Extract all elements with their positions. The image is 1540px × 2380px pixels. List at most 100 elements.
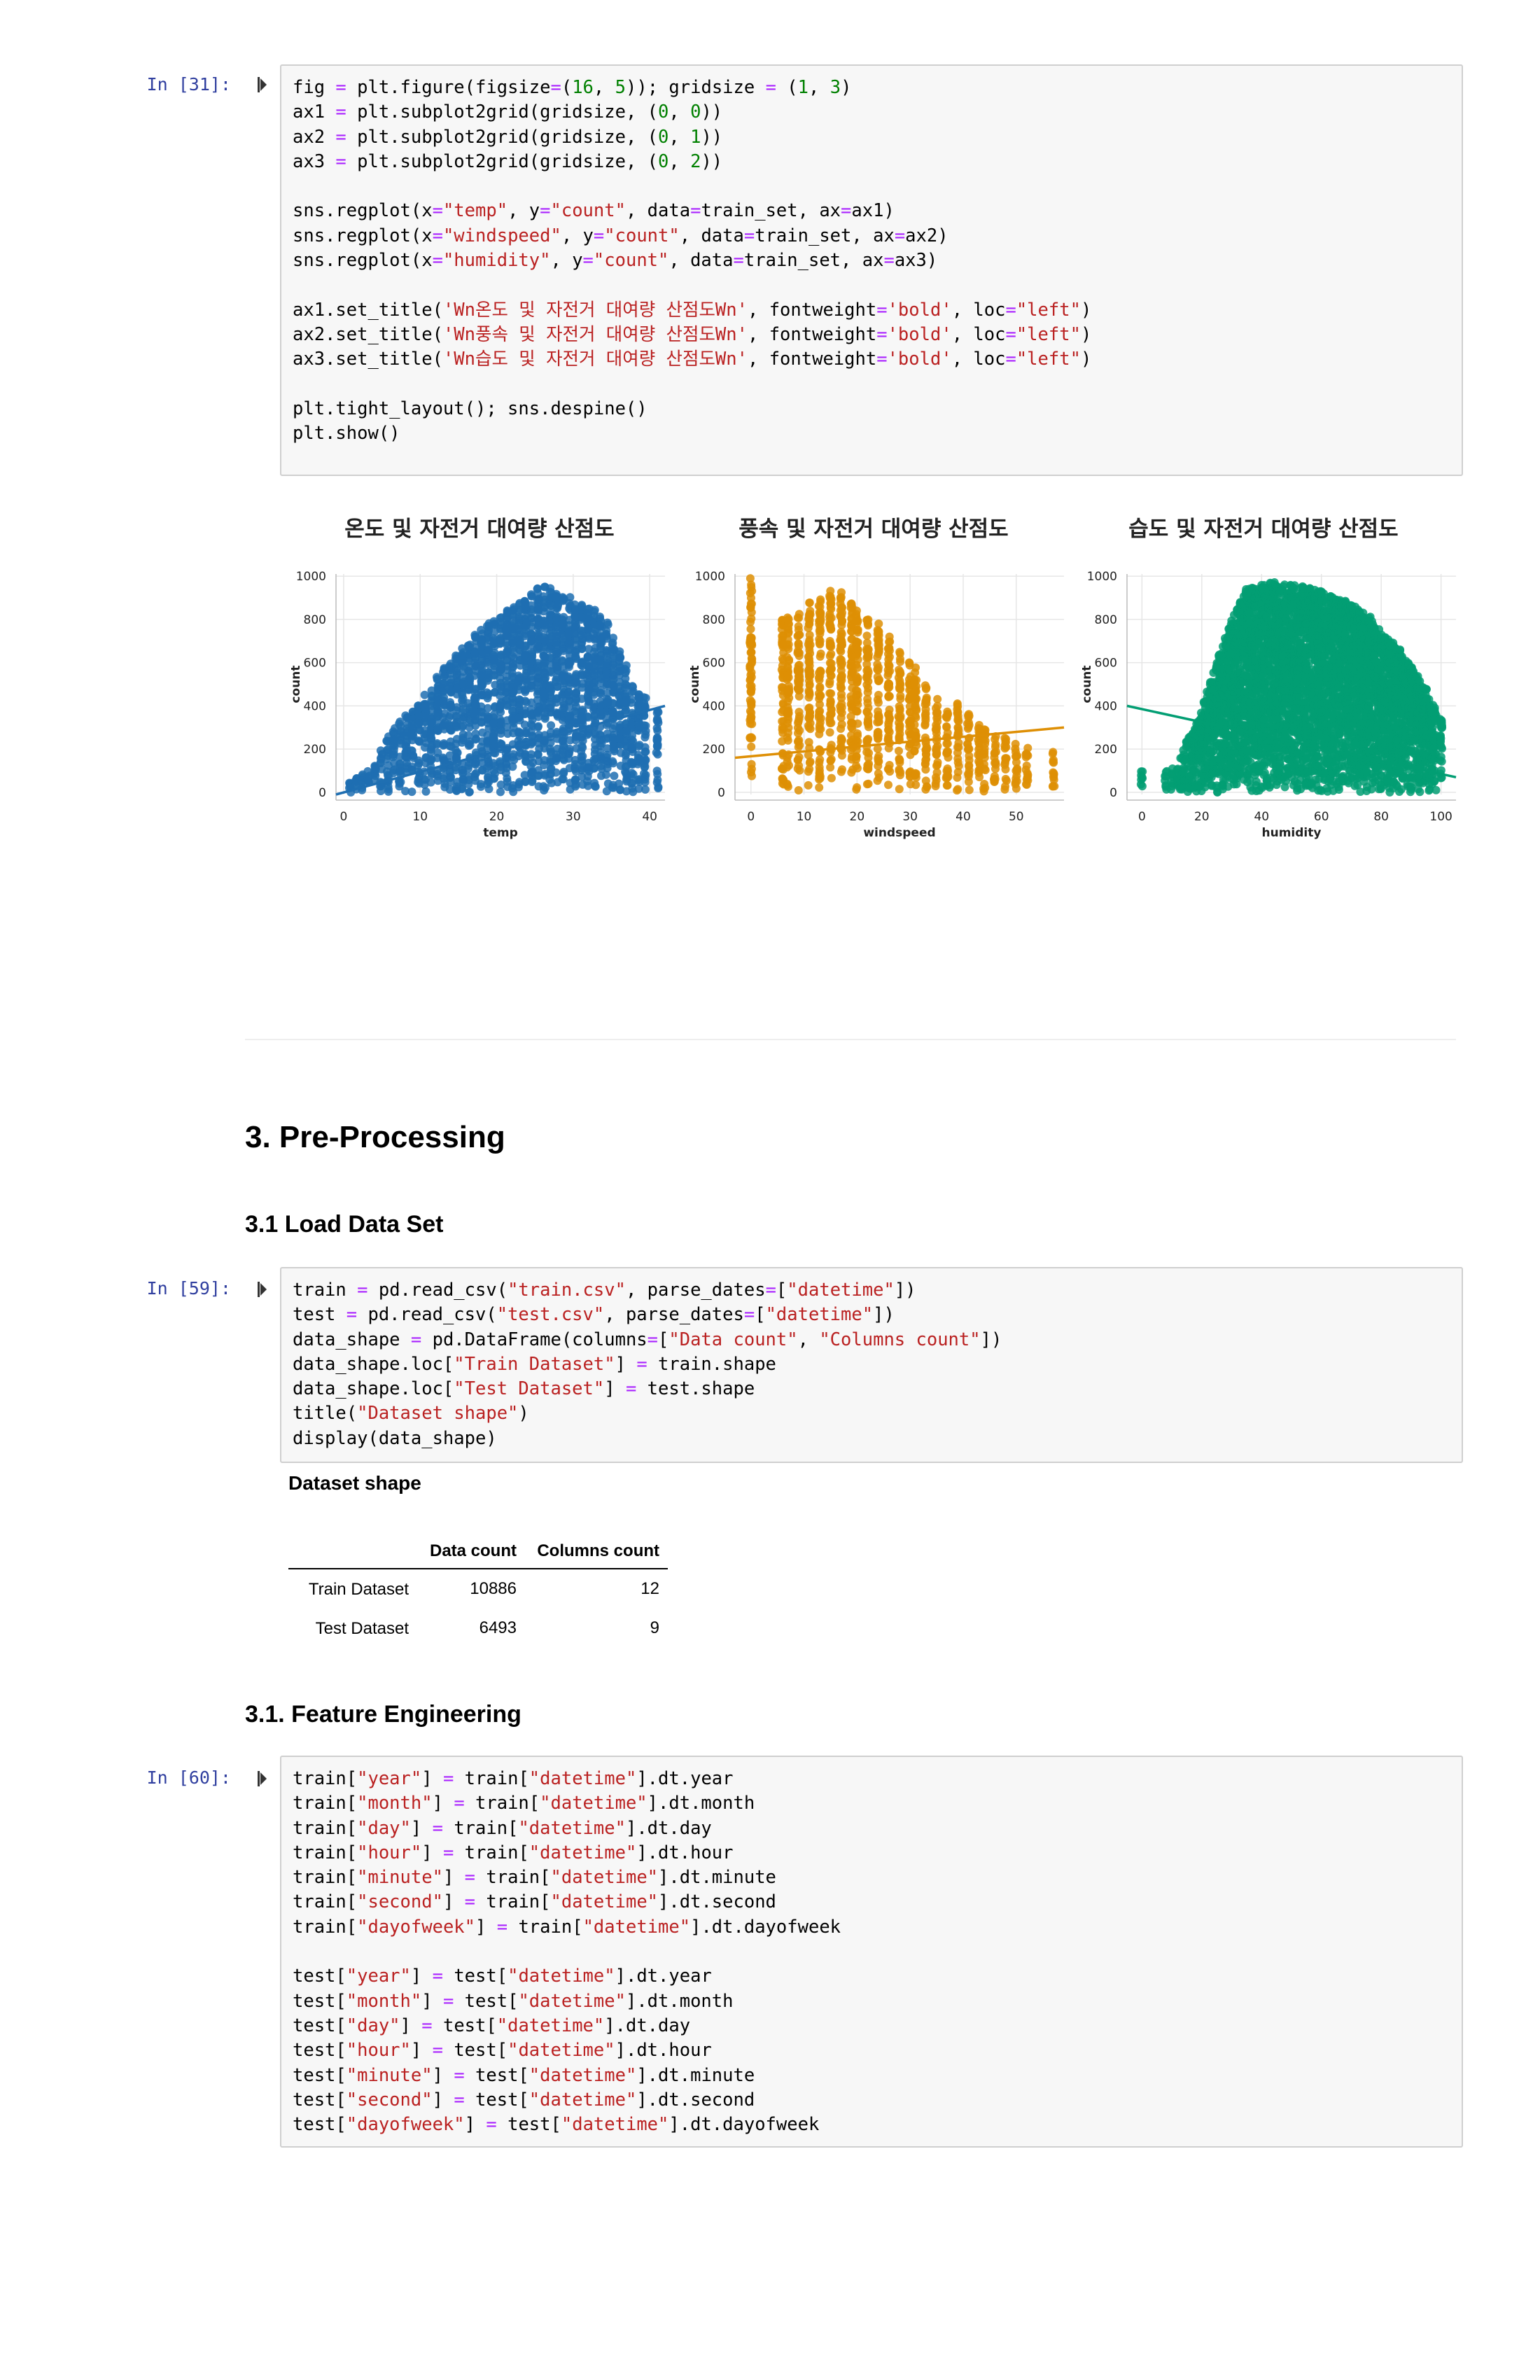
x-tick-label: 20 [489,810,505,824]
data-point [862,666,872,675]
code-token: plt.show() [293,423,400,444]
data-point [541,673,550,682]
data-point [981,766,990,775]
data-point [1049,769,1058,778]
data-point [1050,782,1059,791]
code-token: = [550,77,561,98]
data-point [528,732,537,741]
data-point [783,640,792,649]
data-point [793,613,802,622]
data-point [895,723,904,732]
code-token: = [894,225,906,246]
code-token: train_set, ax [743,250,884,272]
data-point [629,682,637,692]
data-point [922,746,931,755]
data-point [862,638,872,648]
code-token: = [335,150,346,172]
data-point [783,780,792,790]
data-point [953,785,962,794]
data-point [533,667,542,676]
code-token: , y [507,200,540,222]
data-point [496,759,505,768]
data-point [640,721,649,730]
data-point [862,707,872,716]
data-point [874,620,883,628]
code-token: ax2 [293,126,336,148]
data-point [784,624,793,633]
code-editor[interactable]: fig = plt.figure(figsize=(16, 5)); grids… [293,76,1091,446]
data-point [748,734,757,743]
code-token: 0 [690,102,701,123]
data-point [615,657,624,666]
data-point [826,592,835,601]
code-token: , [668,150,691,172]
data-point [885,662,894,671]
code-token: "count" [550,200,626,222]
data-point [794,718,803,727]
data-point [458,722,468,730]
data-point [533,643,542,652]
code-cell-plot[interactable]: fig = plt.figure(figsize=(16, 5)); grids… [280,64,1463,476]
code-token: 1 [797,77,809,98]
y-tick-label: 800 [304,613,326,627]
data-point [784,689,793,698]
data-point [578,736,587,746]
data-point [572,689,581,698]
data-point [964,772,973,781]
data-point [559,734,568,743]
y-tick-label: 400 [703,699,725,713]
y-tick-label: 600 [703,657,725,671]
code-token: 'Wn풍속 및 자전거 대여량 산점도Wn' [442,323,748,345]
data-point [1000,741,1009,750]
data-point [395,779,404,788]
data-point [1138,782,1147,791]
code-line: ax3 = plt.subplot2grid(gridsize, (0, 2)) [293,151,722,172]
data-point [953,768,962,776]
code-token: 'bold' [887,323,952,345]
chart-title: 풍속 및 자전거 대여량 산점도 [738,517,1009,542]
data-point [894,712,903,721]
data-point [862,674,872,682]
data-point [863,715,872,724]
data-point [942,781,951,790]
code-token: "left" [1016,349,1081,370]
data-point [746,664,755,673]
data-point [747,614,756,623]
data-point [641,747,650,756]
data-point [420,712,429,721]
data-point [746,671,755,680]
data-point [622,728,630,737]
data-point [896,669,905,678]
code-token: = [540,200,551,222]
code-token: 0 [658,102,669,123]
collapse-toggle-icon[interactable] [258,77,267,92]
data-point [853,737,862,746]
data-point [793,665,802,674]
code-token: , [668,126,691,148]
data-point [815,766,824,775]
data-point [601,770,610,779]
data-point [508,672,517,681]
code-token: = [743,225,755,246]
data-point [864,650,873,659]
data-point [565,744,574,753]
data-point [578,756,587,765]
data-point [991,740,1000,749]
code-token: ax3) [894,250,938,272]
data-point [747,701,756,710]
data-point [591,716,599,725]
data-point [503,722,512,732]
data-point [852,762,861,770]
code-token: "count" [593,250,669,272]
data-point [520,720,529,729]
data-point [570,776,580,785]
code-line: ax3.set_title('Wn습도 및 자전거 대여량 산점도Wn', fo… [293,349,1091,370]
data-point [1049,757,1058,766]
data-point [564,723,573,732]
data-point [438,679,447,688]
data-point [954,743,963,752]
data-point [566,593,575,602]
data-point [965,744,974,753]
data-point [589,764,598,773]
data-point [545,683,554,692]
